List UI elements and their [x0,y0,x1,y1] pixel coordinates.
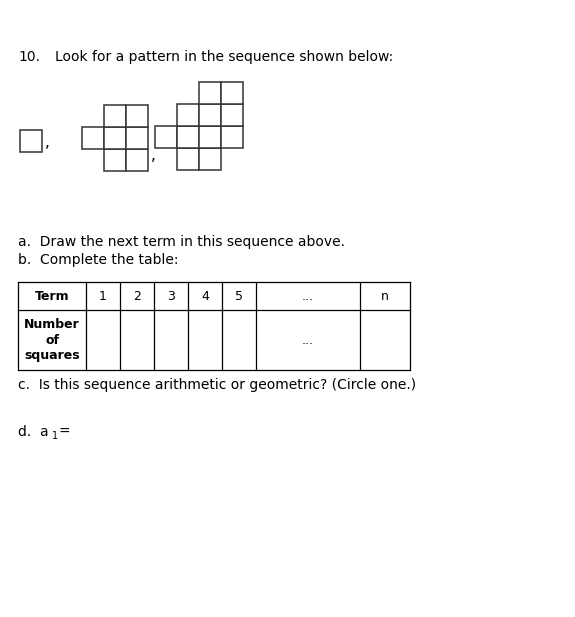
Bar [126,149,148,171]
Text: Term: Term [34,289,70,302]
Text: 4: 4 [201,289,209,302]
Text: Number
of
squares: Number of squares [24,318,80,362]
Text: 5: 5 [235,289,243,302]
Text: Look for a pattern in the sequence shown below:: Look for a pattern in the sequence shown… [55,50,393,64]
Text: 1: 1 [99,289,107,302]
Bar [155,126,177,148]
Text: 2: 2 [133,289,141,302]
Bar [20,130,42,152]
Bar [104,149,126,171]
Bar [177,104,199,126]
Bar [126,105,148,127]
Bar [199,148,221,170]
Text: b.  Complete the table:: b. Complete the table: [18,253,178,267]
Text: 1: 1 [52,431,58,441]
Text: 3: 3 [167,289,175,302]
Text: ,: , [45,135,50,150]
Text: n: n [381,289,389,302]
Bar [82,127,104,149]
Text: 10.: 10. [18,50,40,64]
Text: d.  a: d. a [18,425,49,439]
Bar [221,82,243,104]
Text: ...: ... [302,289,314,302]
Text: ,: , [151,148,156,163]
Text: ...: ... [302,334,314,347]
Text: =: = [58,425,70,439]
Bar [177,148,199,170]
Bar [199,126,221,148]
Bar [199,82,221,104]
Bar [177,126,199,148]
Bar [221,104,243,126]
Bar [126,127,148,149]
Bar [104,127,126,149]
Text: c.  Is this sequence arithmetic or geometric? (Circle one.): c. Is this sequence arithmetic or geomet… [18,378,416,392]
Bar [221,126,243,148]
Bar [104,105,126,127]
Bar [199,104,221,126]
Text: a.  Draw the next term in this sequence above.: a. Draw the next term in this sequence a… [18,235,345,249]
